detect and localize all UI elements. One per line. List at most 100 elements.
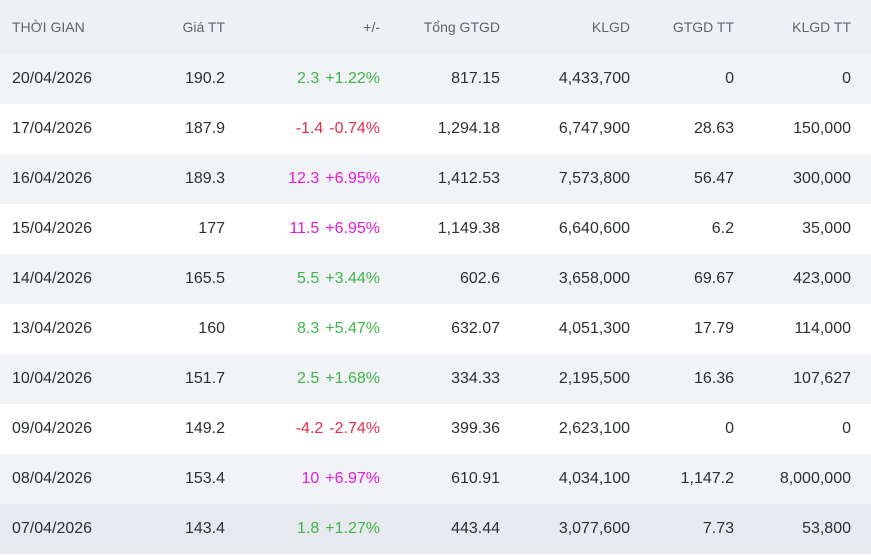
table-row[interactable]: 07/04/2026 143.4 1.8 +1.27% 443.44 3,077,600 7… <box>0 504 871 554</box>
price-cell: 187.9 <box>184 120 225 137</box>
price-cell: 151.7 <box>184 370 225 387</box>
volume-cell: 4,034,100 <box>558 470 630 487</box>
table-row[interactable]: 08/04/2026 153.4 10 +6.97% 610.91 4,034,100 1,… <box>0 454 871 504</box>
change-value: 12.3 <box>288 170 320 187</box>
table-row[interactable]: 13/04/2026 160 8.3 +5.47% 632.07 4,051,300 17.… <box>0 304 871 354</box>
put-through-volume-cell: 53,800 <box>802 520 851 537</box>
change-value: 2.3 <box>297 70 320 87</box>
put-through-volume-cell: 8,000,000 <box>779 470 851 487</box>
put-through-value-cell: 56.47 <box>693 170 734 187</box>
change-value: 10 <box>301 470 320 487</box>
total-value-cell: 399.36 <box>451 420 500 437</box>
col-header-change[interactable]: +/- <box>363 19 380 35</box>
total-value-cell: 334.33 <box>451 370 500 387</box>
total-value-cell: 632.07 <box>451 320 500 337</box>
change-value: 8.3 <box>297 320 320 337</box>
total-value-cell: 1,149.38 <box>437 220 500 237</box>
put-through-value-cell: 0 <box>725 420 734 437</box>
price-cell: 149.2 <box>184 420 225 437</box>
date-cell: 14/04/2026 <box>12 270 93 287</box>
price-cell: 153.4 <box>184 470 225 487</box>
volume-cell: 7,573,800 <box>558 170 630 187</box>
volume-cell: 3,077,600 <box>558 520 630 537</box>
price-cell: 189.3 <box>184 170 225 187</box>
change-percent: -2.74% <box>329 420 380 437</box>
change-percent: -0.74% <box>329 120 380 137</box>
table-row[interactable]: 15/04/2026 177 11.5 +6.95% 1,149.38 6,640,600… <box>0 204 871 254</box>
price-cell: 177 <box>198 220 225 237</box>
put-through-volume-cell: 423,000 <box>793 270 851 287</box>
date-cell: 10/04/2026 <box>12 370 93 387</box>
put-through-value-cell: 69.67 <box>693 270 734 287</box>
put-through-value-cell: 16.36 <box>693 370 734 387</box>
change-cell: 2.5 +1.68% <box>225 370 380 388</box>
put-through-value-cell: 28.63 <box>693 120 734 137</box>
table-row[interactable]: 09/04/2026 149.2 -4.2 -2.74% 399.36 2,623,100… <box>0 404 871 454</box>
change-cell: 11.5 +6.95% <box>225 220 380 238</box>
date-cell: 15/04/2026 <box>12 220 93 237</box>
put-through-volume-cell: 300,000 <box>793 170 851 187</box>
date-cell: 13/04/2026 <box>12 320 93 337</box>
total-value-cell: 443.44 <box>451 520 500 537</box>
date-cell: 08/04/2026 <box>12 470 93 487</box>
table-row[interactable]: 17/04/2026 187.9 -1.4 -0.74% 1,294.18 6,747,9… <box>0 104 871 154</box>
table-row[interactable]: 10/04/2026 151.7 2.5 +1.68% 334.33 2,195,500 1… <box>0 354 871 404</box>
volume-cell: 4,433,700 <box>558 70 630 87</box>
col-header-date[interactable]: THỜI GIAN <box>12 19 85 35</box>
col-header-volume[interactable]: KLGD <box>591 19 630 35</box>
change-percent: +1.68% <box>325 370 380 387</box>
change-cell: 1.8 +1.27% <box>225 520 380 538</box>
price-cell: 143.4 <box>184 520 225 537</box>
total-value-cell: 1,412.53 <box>437 170 500 187</box>
table-header: THỜI GIAN Giá TT +/- Tổng GTGD KLGD GTGD… <box>0 0 871 54</box>
put-through-value-cell: 6.2 <box>711 220 734 237</box>
change-value: 1.8 <box>297 520 320 537</box>
change-cell: 8.3 +5.47% <box>225 320 380 338</box>
change-cell: -4.2 -2.74% <box>225 420 380 438</box>
date-cell: 09/04/2026 <box>12 420 93 437</box>
change-percent: +6.97% <box>325 470 380 487</box>
table-row[interactable]: 14/04/2026 165.5 5.5 +3.44% 602.6 3,658,000 69… <box>0 254 871 304</box>
change-cell: -1.4 -0.74% <box>225 120 380 138</box>
change-cell: 2.3 +1.22% <box>225 70 380 88</box>
col-header-put-through-value[interactable]: GTGD TT <box>672 19 734 35</box>
change-value: 11.5 <box>289 220 320 237</box>
col-header-price[interactable]: Giá TT <box>182 19 225 35</box>
table-row[interactable]: 16/04/2026 189.3 12.3 +6.95% 1,412.53 7,573,8… <box>0 154 871 204</box>
date-cell: 20/04/2026 <box>12 70 93 87</box>
price-cell: 190.2 <box>184 70 225 87</box>
volume-cell: 6,747,900 <box>558 120 630 137</box>
put-through-value-cell: 7.73 <box>702 520 734 537</box>
price-cell: 160 <box>198 320 225 337</box>
total-value-cell: 610.91 <box>451 470 500 487</box>
put-through-volume-cell: 114,000 <box>794 320 851 337</box>
put-through-volume-cell: 0 <box>842 420 851 437</box>
put-through-volume-cell: 35,000 <box>802 220 851 237</box>
change-value: 2.5 <box>297 370 320 387</box>
change-value: -4.2 <box>295 420 324 437</box>
col-header-total-value[interactable]: Tổng GTGD <box>423 19 500 35</box>
total-value-cell: 1,294.18 <box>437 120 500 137</box>
total-value-cell: 602.6 <box>459 270 500 287</box>
volume-cell: 4,051,300 <box>558 320 630 337</box>
change-cell: 10 +6.97% <box>225 470 380 488</box>
put-through-value-cell: 17.79 <box>693 320 734 337</box>
change-percent: +1.27% <box>325 520 380 537</box>
put-through-volume-cell: 150,000 <box>793 120 851 137</box>
volume-cell: 2,623,100 <box>558 420 630 437</box>
change-value: -1.4 <box>295 120 324 137</box>
date-cell: 07/04/2026 <box>12 520 93 537</box>
put-through-volume-cell: 107,627 <box>793 370 851 387</box>
change-percent: +6.95% <box>325 170 380 187</box>
change-percent: +6.95% <box>325 220 380 237</box>
volume-cell: 2,195,500 <box>558 370 630 387</box>
col-header-put-through-volume[interactable]: KLGD TT <box>792 19 851 35</box>
change-percent: +1.22% <box>325 70 380 87</box>
change-value: 5.5 <box>297 270 320 287</box>
change-cell: 5.5 +3.44% <box>225 270 380 288</box>
price-cell: 165.5 <box>184 270 225 287</box>
table-row[interactable]: 20/04/2026 190.2 2.3 +1.22% 817.15 4,433,700 0… <box>0 54 871 104</box>
date-cell: 16/04/2026 <box>12 170 93 187</box>
change-percent: +5.47% <box>325 320 380 337</box>
